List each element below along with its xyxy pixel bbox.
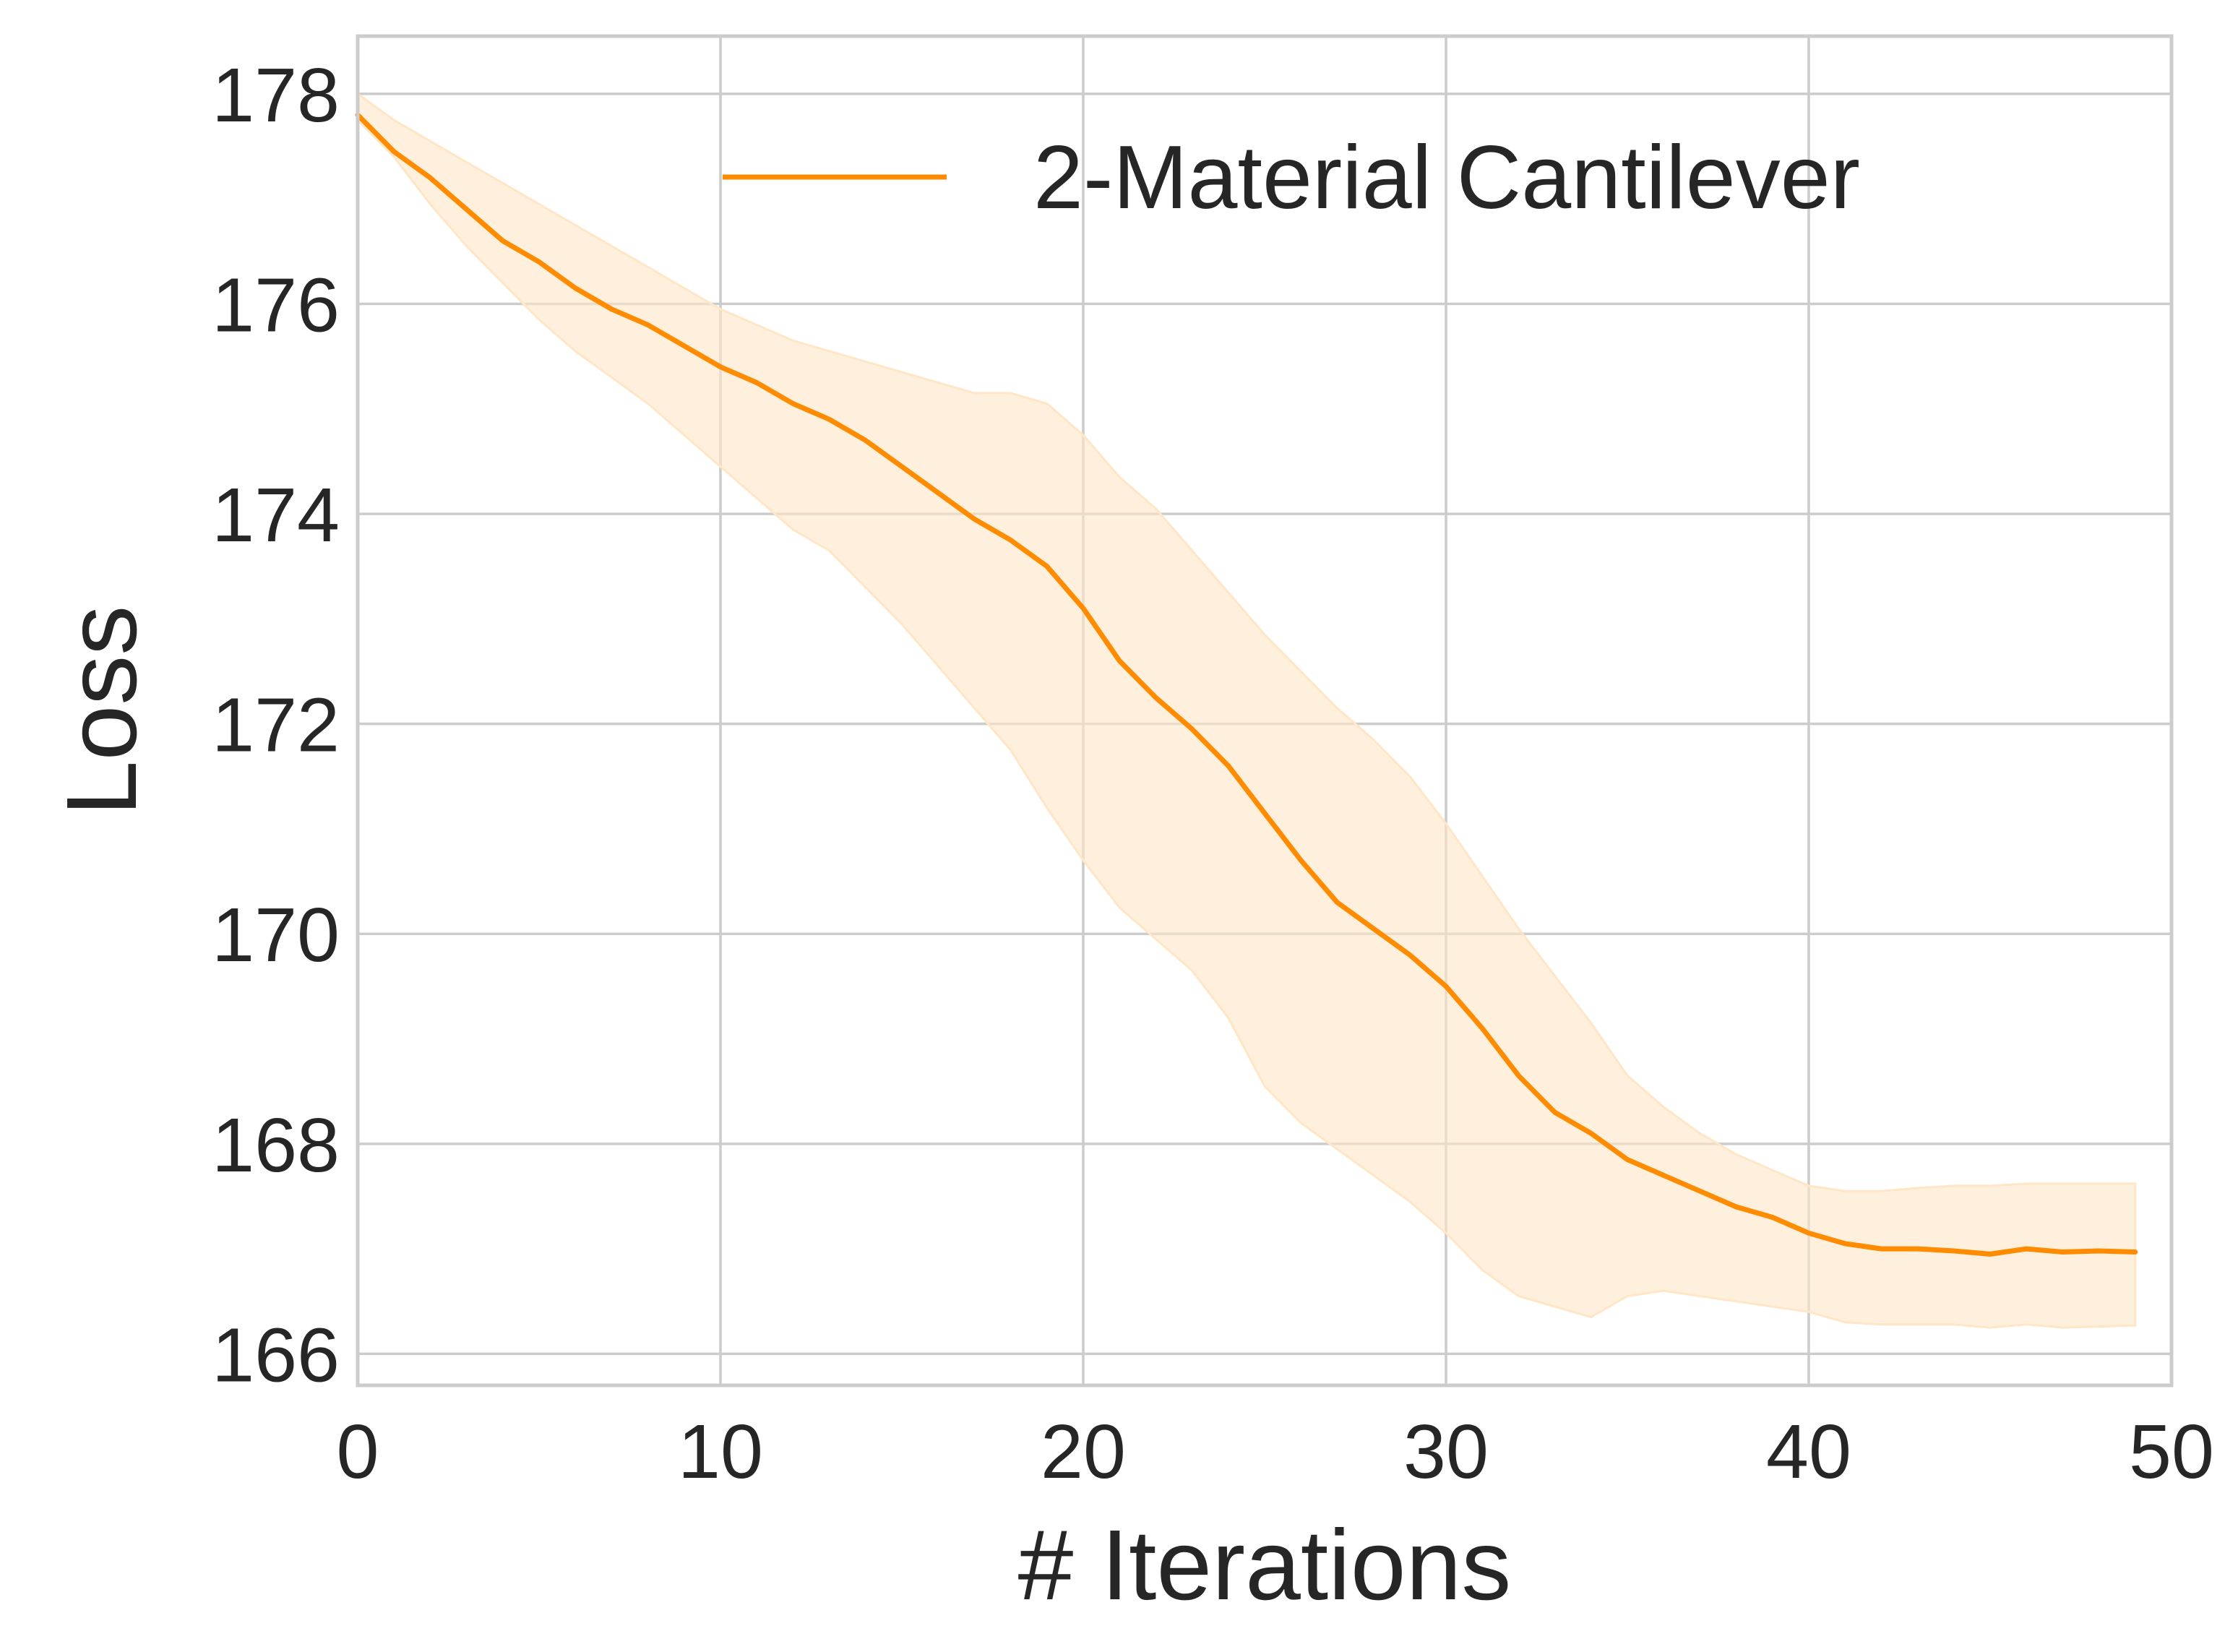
x-tick-labels: 0 10 20 30 40 50 — [337, 1409, 2214, 1494]
series-lines — [355, 112, 2138, 1257]
confidence-band — [356, 91, 2137, 1329]
confidence-bands — [356, 91, 2137, 1329]
y-tick-label: 166 — [212, 1312, 340, 1398]
y-axis-title: Loss — [46, 606, 158, 817]
y-tick-label: 174 — [212, 473, 340, 558]
y-tick-label: 172 — [212, 683, 340, 768]
x-tick-label: 40 — [1766, 1409, 1851, 1494]
legend-label: 2-Material Cantilever — [1033, 128, 1860, 228]
x-tick-label: 0 — [337, 1409, 379, 1494]
x-tick-label: 30 — [1403, 1409, 1489, 1494]
plot-frame — [356, 34, 2174, 1388]
y-tick-label: 178 — [212, 53, 340, 138]
y-tick-label: 168 — [212, 1103, 340, 1188]
y-tick-label: 170 — [212, 892, 340, 978]
y-tick-labels: 166 168 170 172 174 176 178 — [212, 53, 340, 1398]
x-tick-label: 10 — [678, 1409, 763, 1494]
legend: 2-Material Cantilever — [723, 128, 1860, 228]
x-tick-label: 50 — [2129, 1409, 2214, 1494]
series-line — [355, 112, 2138, 1257]
x-tick-label: 20 — [1041, 1409, 1126, 1494]
x-axis-title: # Iterations — [1018, 1510, 1512, 1621]
y-tick-label: 176 — [212, 262, 340, 348]
